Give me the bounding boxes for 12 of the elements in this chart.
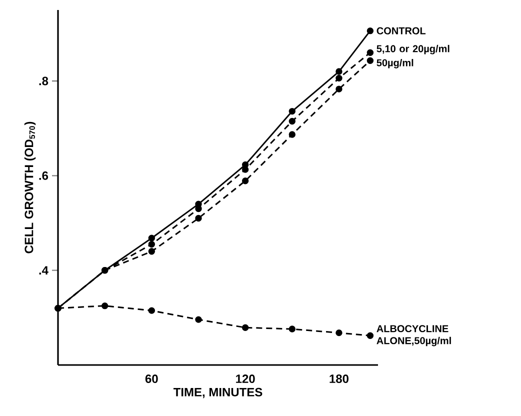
series-label: 50µg/ml — [376, 58, 414, 68]
y-tick-label: .4 — [39, 266, 48, 274]
x-axis-title: TIME, MINUTES — [173, 388, 262, 398]
series-label: ALBOCYCLINE ALONE,50µg/ml — [376, 325, 451, 346]
x-tick-label: 180 — [330, 374, 348, 384]
x-tick-label: 120 — [236, 374, 255, 384]
series-label: 5,10 or 20µg/ml — [376, 44, 450, 54]
series-label: CONTROL — [376, 27, 426, 34]
y-tick-label: .8 — [39, 76, 48, 86]
y-tick-label: .6 — [39, 171, 48, 180]
x-tick-label: 60 — [145, 374, 158, 384]
y-axis-title: CELL GROWTH (OD$_{570}$) — [24, 122, 36, 254]
